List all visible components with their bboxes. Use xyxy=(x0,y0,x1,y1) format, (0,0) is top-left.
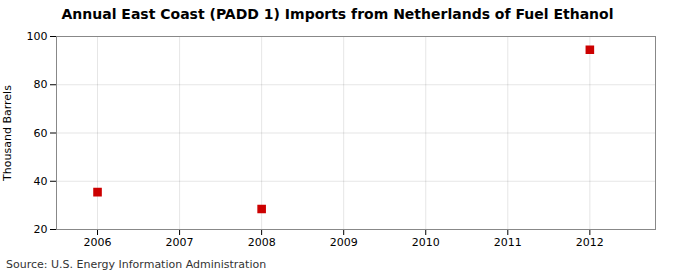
svg-text:2007: 2007 xyxy=(166,236,194,249)
html-text:Source: U.S. Energy Informatio: Source: U.S. Energy Information Administ… xyxy=(6,258,267,271)
svg-text:20: 20 xyxy=(34,223,48,236)
svg-text:2009: 2009 xyxy=(330,236,358,249)
svg-text:2010: 2010 xyxy=(412,236,440,249)
svg-text:2006: 2006 xyxy=(84,236,112,249)
svg-text:100: 100 xyxy=(27,30,48,43)
svg-text:60: 60 xyxy=(34,127,48,140)
svg-text:40: 40 xyxy=(34,175,48,188)
svg-text:2012: 2012 xyxy=(576,236,604,249)
svg-text:Thousand Barrels: Thousand Barrels xyxy=(1,85,14,182)
svg-text:2011: 2011 xyxy=(494,236,522,249)
svg-text:2008: 2008 xyxy=(248,236,276,249)
svg-text:80: 80 xyxy=(34,78,48,91)
html-text:Annual East Coast (PADD 1) Imp: Annual East Coast (PADD 1) Imports from … xyxy=(61,6,614,22)
